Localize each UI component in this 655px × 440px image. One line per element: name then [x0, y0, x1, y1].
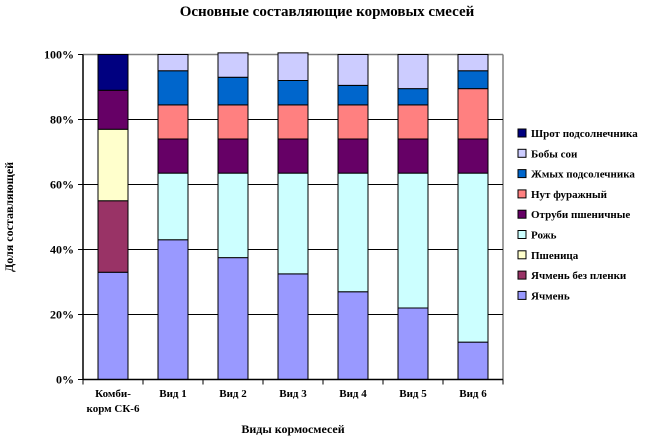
bar-segment — [457, 138, 489, 174]
bar-segment — [337, 54, 369, 86]
legend-label: Нут фуражный — [531, 189, 608, 201]
y-tick-label: 40% — [50, 243, 74, 257]
x-tick-label: Вид 5 — [399, 388, 427, 400]
y-axis-title: Доля составляющей — [2, 162, 16, 272]
bar-segment — [277, 80, 309, 106]
legend-swatch — [517, 230, 527, 239]
y-tick-label: 100% — [44, 48, 74, 62]
legend-swatch — [517, 189, 527, 199]
bar-segment — [157, 54, 189, 72]
x-axis-title: Виды кормосмесей — [241, 422, 344, 436]
bar-segment — [277, 172, 309, 275]
legend-label: Бобы сои — [531, 148, 578, 160]
legend-swatch — [517, 209, 527, 219]
bar-segment — [337, 104, 369, 140]
bar-segment — [457, 172, 489, 343]
bar-segment — [217, 76, 249, 106]
legend-item: Ячмень без пленки — [517, 270, 627, 282]
bar-segment — [397, 307, 429, 380]
bar-segment — [277, 52, 309, 81]
legend-item: Ячмень — [517, 290, 570, 302]
legend-label: Рожь — [531, 230, 557, 242]
x-tick-label: Вид 1 — [159, 388, 187, 400]
y-tick-label: 20% — [50, 308, 74, 322]
legend-swatch — [517, 128, 527, 138]
bar-segment — [97, 128, 129, 202]
bar-segment — [397, 88, 429, 106]
legend-label: Жмых подсолечника — [531, 169, 635, 181]
bar-segment — [457, 341, 489, 380]
bar-segment — [217, 52, 249, 78]
bar-segment — [97, 89, 129, 130]
x-tick-label: Вид 4 — [339, 388, 367, 400]
x-tick-label: корм СК-6 — [87, 403, 140, 415]
legend-label: Ячмень — [531, 290, 570, 302]
bar-segment — [217, 257, 249, 380]
bar-segment — [97, 54, 129, 91]
x-tick-label: Вид 3 — [279, 388, 307, 400]
bar-segment — [397, 104, 429, 140]
legend-swatch — [517, 250, 527, 260]
y-tick-label: 60% — [50, 178, 74, 192]
legend-swatch — [517, 270, 527, 280]
bar-segment — [337, 291, 369, 380]
legend-swatch — [517, 148, 527, 158]
bar-segment — [457, 70, 489, 90]
legend-item: Рожь — [517, 230, 557, 242]
legend-item: Жмых подсолечника — [517, 169, 635, 181]
legend-label: Ячмень без пленки — [531, 270, 627, 282]
x-tick-label: Вид 2 — [219, 388, 247, 400]
bar-segment — [397, 138, 429, 174]
legend-item: Бобы сои — [517, 148, 578, 160]
bar-segment — [277, 273, 309, 380]
bar-segment — [277, 138, 309, 174]
legend-item: Пшеница — [517, 250, 579, 262]
bar-segment — [97, 200, 129, 273]
bar-segment — [157, 172, 189, 241]
y-tick-label: 80% — [50, 113, 74, 127]
bar-segment — [217, 104, 249, 140]
bar-segment — [217, 138, 249, 174]
x-tick-label: Вид 6 — [459, 388, 487, 400]
bar-segment — [337, 138, 369, 174]
bar-segment — [457, 88, 489, 140]
bar-segment — [157, 104, 189, 140]
legend-label: Пшеница — [531, 250, 579, 262]
axes-group: 0% 20% 40% 60% 80% 100% Комби-корм СК-6 Вид 1 Ви… — [44, 48, 504, 415]
bar-segment — [337, 172, 369, 293]
legend-item: Отруби пшеничные — [517, 209, 630, 221]
legend-label: Отруби пшеничные — [531, 209, 630, 221]
bar-segment — [217, 172, 249, 259]
bar-segment — [157, 70, 189, 106]
bar-segment — [157, 138, 189, 174]
legend-label: Шрот подсолнечника — [531, 128, 638, 140]
legend-item: Шрот подсолнечника — [517, 128, 638, 140]
x-tick-label: Комби- — [95, 388, 131, 400]
chart-title: Основные составляющие кормовых смесей — [180, 4, 475, 20]
bar-segment — [397, 54, 429, 90]
legend-item: Нут фуражный — [517, 189, 608, 201]
legend-swatch — [517, 290, 527, 300]
legend-swatch — [517, 169, 527, 179]
bar-segment — [397, 172, 429, 309]
bar-segment — [337, 84, 369, 106]
bar-segment — [457, 54, 489, 72]
bar-segment — [97, 271, 129, 380]
legend: Шрот подсолнечника Бобы сои Жмых подсолечн… — [517, 128, 638, 302]
bar-segment — [277, 104, 309, 140]
bars-group — [97, 52, 489, 380]
bar-segment — [157, 239, 189, 380]
y-tick-label: 0% — [56, 373, 74, 387]
